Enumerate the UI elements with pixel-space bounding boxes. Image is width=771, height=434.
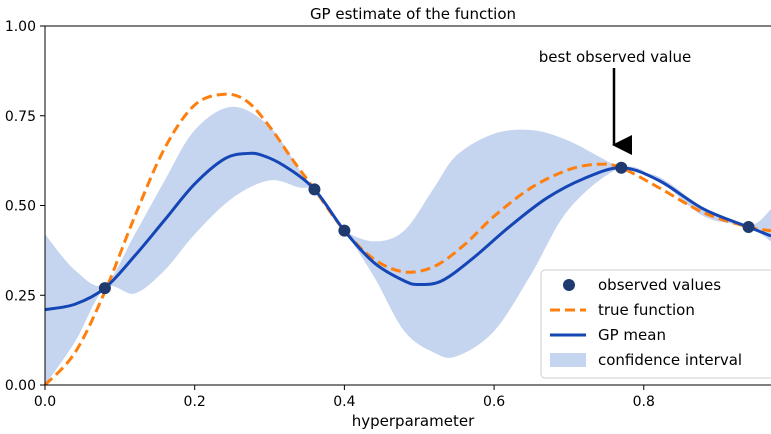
x-tick-label: 0.2 (184, 394, 206, 410)
observed-point (742, 221, 755, 234)
legend-label: confidence interval (598, 351, 742, 369)
legend-label: GP mean (598, 326, 666, 344)
y-tick-label: 0.50 (5, 199, 36, 215)
y-tick-label: 0.00 (5, 378, 36, 394)
legend: observed values true function GP mean confi… (540, 269, 771, 379)
observed-point (308, 183, 321, 196)
legend-label: observed values (598, 276, 721, 294)
observed-point (98, 282, 111, 295)
legend-frame (540, 269, 771, 379)
y-tick-label: 0.75 (5, 109, 36, 125)
legend-marker-confidence (550, 353, 586, 367)
legend-marker-observed (563, 279, 575, 291)
observed-point (338, 224, 351, 237)
x-tick-label: 0.6 (483, 394, 505, 410)
y-tick-label: 1.00 (5, 19, 36, 35)
x-tick-label: 0.4 (333, 394, 355, 410)
annotation-text: best observed value (539, 48, 692, 66)
legend-label: true function (598, 301, 695, 319)
x-tick-label: 0.8 (633, 394, 655, 410)
y-tick-label: 0.25 (5, 288, 36, 304)
observed-point (615, 161, 628, 174)
chart-title: GP estimate of the function (310, 5, 516, 23)
x-tick-label: 0.0 (34, 394, 56, 410)
x-axis-title: hyperparameter (352, 412, 475, 430)
